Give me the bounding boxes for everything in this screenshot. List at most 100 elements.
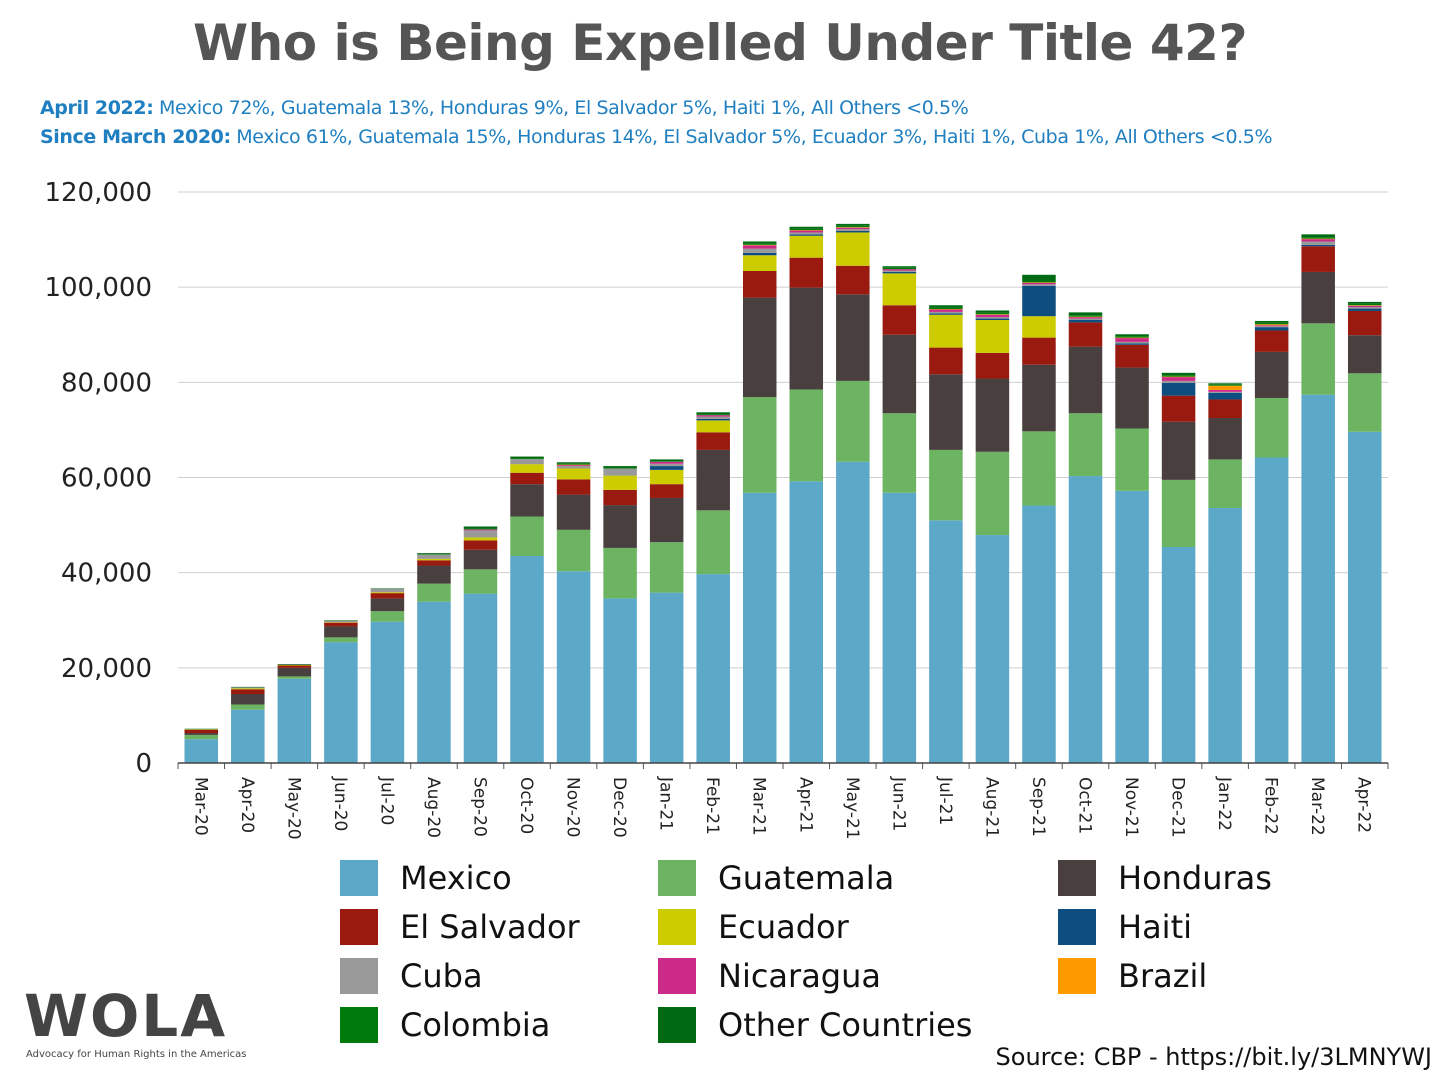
bar-segment	[184, 739, 219, 763]
bar-segment	[975, 312, 1010, 315]
bar-segment	[277, 664, 312, 666]
bar-segment	[1301, 241, 1335, 245]
y-tick-label: 40,000	[61, 559, 152, 589]
bar-segment	[1301, 244, 1335, 247]
y-tick-label: 120,000	[44, 178, 152, 208]
bar-segment	[510, 458, 544, 465]
bar-segment	[231, 704, 265, 710]
bar-segment	[324, 622, 358, 627]
bar-segment	[975, 378, 1010, 452]
bar-segment	[1301, 271, 1335, 324]
bar-segment	[882, 492, 917, 763]
bar-segment	[603, 547, 637, 599]
x-tick-label: Feb-22	[1261, 777, 1281, 835]
bar-segment	[1115, 343, 1149, 345]
chart-title: Who is Being Expelled Under Title 42?	[193, 14, 1247, 72]
bar-segment	[975, 314, 1010, 318]
x-tick-label: Mar-20	[190, 777, 210, 836]
bar-segment	[324, 622, 358, 623]
bar-segment	[184, 728, 219, 730]
bar-segment	[510, 472, 544, 485]
bar-segment	[1301, 246, 1335, 272]
bar-segment	[1068, 346, 1103, 414]
bar-segment	[1115, 344, 1149, 368]
bar-segment	[696, 574, 730, 763]
bar-segment	[975, 310, 1010, 313]
bar-segment	[1347, 303, 1382, 306]
bar-segment	[789, 232, 824, 235]
bar-segment	[603, 468, 637, 476]
bar-segment	[789, 226, 824, 229]
bar-segment	[184, 729, 219, 734]
bar-segment	[1254, 398, 1289, 458]
bar-segment	[1347, 335, 1382, 374]
bar-segment	[1068, 316, 1103, 318]
bar-segment	[1115, 367, 1149, 429]
bar-segment	[603, 598, 637, 763]
y-tick-label: 20,000	[61, 654, 152, 684]
bar-segment	[1161, 372, 1196, 376]
bar-segment	[1115, 341, 1149, 344]
bar-segment	[1208, 418, 1242, 460]
bar-segment	[742, 492, 777, 763]
bar-segment	[696, 418, 730, 421]
bar-segment	[231, 709, 265, 763]
bar-segment	[882, 273, 917, 306]
bar-segment	[1254, 327, 1289, 331]
y-tick-label: 60,000	[61, 464, 152, 494]
bar-segment	[1301, 238, 1335, 240]
bar-segment	[1022, 280, 1056, 283]
bar-segment	[417, 601, 451, 763]
bar-segment	[417, 554, 451, 559]
source-note: Source: CBP - https://bit.ly/3LMNYWJ	[995, 1043, 1432, 1071]
bar-segment	[1022, 285, 1056, 317]
bar-segment	[929, 347, 963, 375]
bar-segment	[1301, 394, 1335, 763]
bar-segment	[1301, 239, 1335, 242]
x-tick-label: Sep-21	[1028, 777, 1048, 837]
bar-segment	[975, 317, 1010, 319]
bar-segment	[510, 464, 544, 473]
bar-segment	[184, 729, 219, 730]
x-tick-label: Dec-20	[609, 777, 629, 838]
bar-segment	[1254, 324, 1289, 326]
bar-segment	[1022, 431, 1056, 506]
x-tick-label: Nov-20	[563, 777, 583, 838]
bar-segment	[975, 318, 1010, 320]
bar-segment	[696, 449, 730, 511]
x-tick-label: Dec-21	[1168, 777, 1188, 838]
bar-segment	[836, 265, 870, 295]
bar-segment	[882, 305, 917, 335]
bar-segment	[1208, 383, 1242, 385]
bar-segment	[789, 287, 824, 390]
bar-segment	[649, 461, 684, 464]
bar-segment	[324, 642, 358, 763]
bar-segment	[417, 565, 451, 584]
bar-segment	[556, 466, 591, 469]
bar-segment	[1347, 431, 1382, 763]
bar-segment	[789, 230, 824, 231]
bar-segment	[370, 592, 405, 594]
bar-segment	[603, 475, 637, 490]
bar-segment	[696, 432, 730, 450]
x-tick-label: May-21	[842, 777, 862, 840]
bar-segment	[1347, 373, 1382, 432]
bar-segment	[789, 230, 824, 233]
bar-segment	[277, 678, 312, 763]
bar-segment	[696, 510, 730, 575]
bar-segment	[1254, 326, 1289, 328]
subtitle-since-march-2020: Since March 2020: Mexico 61%, Guatemala …	[40, 126, 1273, 148]
x-tick-label: Mar-21	[749, 777, 769, 836]
bar-segment	[1301, 323, 1335, 395]
bar-segment	[1161, 375, 1196, 377]
bar-segment	[975, 352, 1010, 379]
bar-segment	[789, 228, 824, 231]
bar-segment	[1208, 399, 1242, 419]
bar-segment	[417, 553, 451, 555]
bar-segment	[1254, 457, 1289, 763]
bar-segment	[510, 456, 544, 458]
bar-segment	[1115, 337, 1149, 339]
bar-segment	[1347, 301, 1382, 304]
y-tick-label: 100,000	[44, 273, 152, 303]
bar-segment	[1254, 351, 1289, 399]
